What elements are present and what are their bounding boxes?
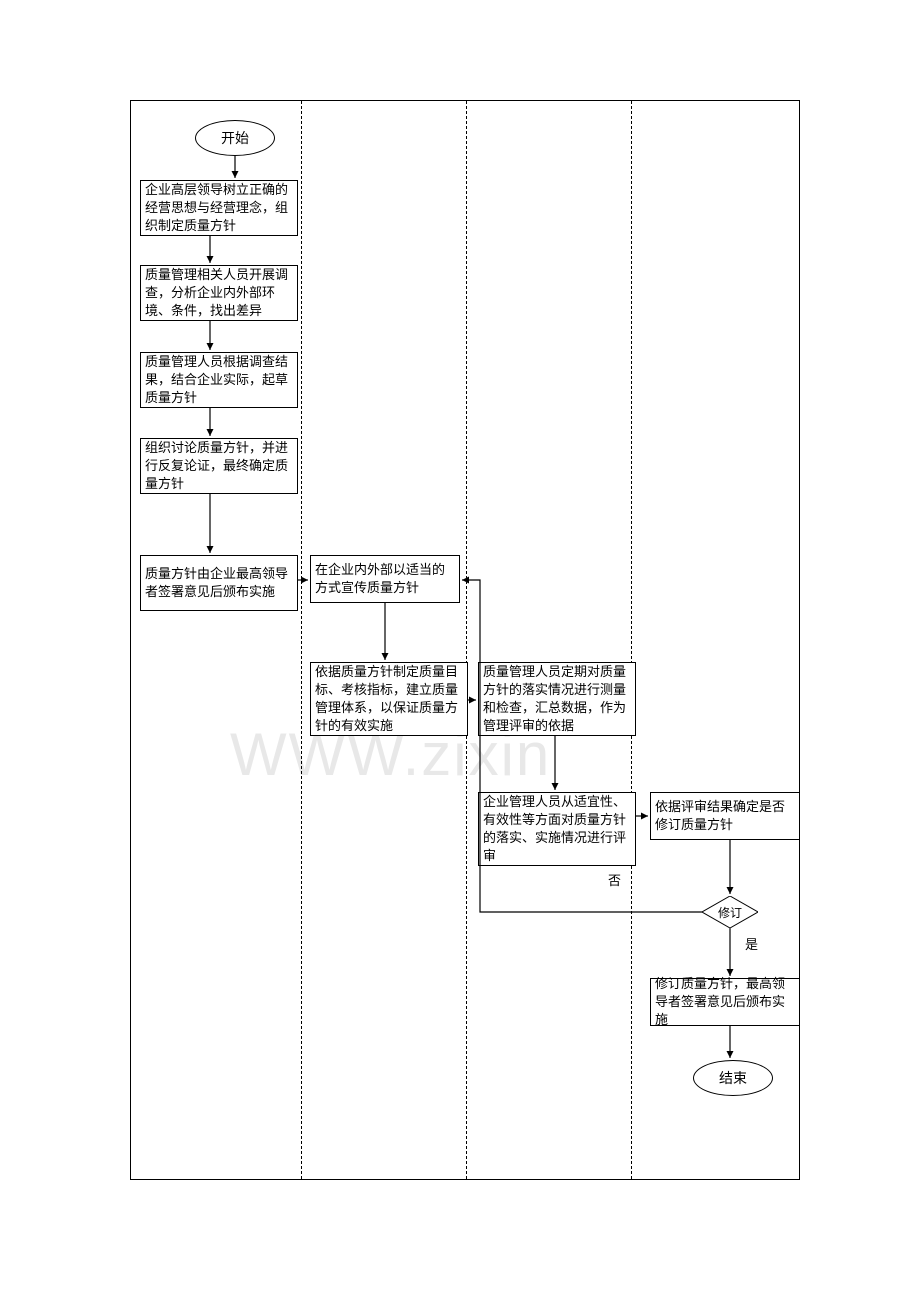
column-divider-2 [466, 101, 467, 1179]
b2-text: 质量管理相关人员开展调查，分析企业内外部环境、条件，找出差异 [145, 266, 293, 321]
column-divider-1 [301, 101, 302, 1179]
decision-yes-label: 是 [745, 934, 758, 953]
b6-text: 在企业内外部以适当的方式宣传质量方针 [315, 561, 455, 597]
process-b2: 质量管理相关人员开展调查，分析企业内外部环境、条件，找出差异 [140, 265, 298, 321]
process-b6: 在企业内外部以适当的方式宣传质量方针 [310, 555, 460, 603]
b10-text: 依据评审结果确定是否修订质量方针 [655, 798, 795, 834]
end-label: 结束 [719, 1068, 747, 1088]
process-b7: 依据质量方针制定质量目标、考核指标，建立质量管理体系，以保证质量方针的有效实施 [310, 662, 468, 736]
process-b5: 质量方针由企业最高领导者签署意见后颁布实施 [140, 555, 298, 611]
b4-text: 组织讨论质量方针，并进行反复论证，最终确定质量方针 [145, 439, 293, 494]
process-b10: 依据评审结果确定是否修订质量方针 [650, 792, 800, 840]
process-b4: 组织讨论质量方针，并进行反复论证，最终确定质量方针 [140, 438, 298, 494]
process-b8: 质量管理人员定期对质量方针的落实情况进行测量和检查，汇总数据，作为管理评审的依据 [478, 662, 636, 736]
b8-text: 质量管理人员定期对质量方针的落实情况进行测量和检查，汇总数据，作为管理评审的依据 [483, 663, 631, 736]
process-b1: 企业高层领导树立正确的经营思想与经营理念，组织制定质量方针 [140, 180, 298, 236]
start-terminal: 开始 [195, 120, 275, 156]
process-b9: 企业管理人员从适宜性、有效性等方面对质量方针的落实、实施情况进行评审 [478, 792, 636, 866]
process-b3: 质量管理人员根据调查结果，结合企业实际，起草质量方针 [140, 352, 298, 408]
b11-text: 修订质量方针，最高领导者签署意见后颁布实施 [655, 975, 795, 1030]
b1-text: 企业高层领导树立正确的经营思想与经营理念，组织制定质量方针 [145, 181, 293, 236]
decision-no-label: 否 [608, 870, 621, 889]
column-divider-3 [631, 101, 632, 1179]
b9-text: 企业管理人员从适宜性、有效性等方面对质量方针的落实、实施情况进行评审 [483, 793, 631, 866]
decision-revise: 修订 [702, 896, 758, 928]
process-b11: 修订质量方针，最高领导者签署意见后颁布实施 [650, 978, 800, 1026]
b5-text: 质量方针由企业最高领导者签署意见后颁布实施 [145, 565, 293, 601]
b3-text: 质量管理人员根据调查结果，结合企业实际，起草质量方针 [145, 353, 293, 408]
start-label: 开始 [221, 128, 249, 148]
decision-label: 修订 [702, 896, 758, 928]
b7-text: 依据质量方针制定质量目标、考核指标，建立质量管理体系，以保证质量方针的有效实施 [315, 663, 463, 736]
end-terminal: 结束 [693, 1060, 773, 1096]
